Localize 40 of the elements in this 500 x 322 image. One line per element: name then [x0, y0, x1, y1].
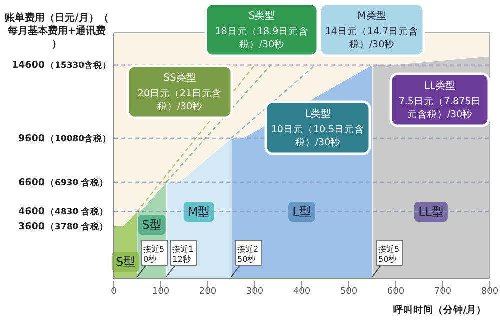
x-tick-label: 300	[246, 287, 264, 297]
text: （4830 含税）	[46, 206, 109, 218]
text: S类型	[248, 10, 276, 22]
annotation: 7.5日元（7.875日元含税）/30秒	[398, 96, 482, 120]
y-axis-title: 账单费用（日元/月）（每月基本费用+通讯费）	[4, 12, 109, 50]
text: （10080含税）	[46, 133, 112, 144]
annotation: 接近50秒	[144, 245, 165, 264]
x-tick-label: 200	[199, 287, 217, 297]
series-label: M型	[188, 205, 210, 219]
annotation: LL类型	[424, 80, 456, 92]
x-tick-label: 800	[481, 287, 499, 297]
x-tick-label: 500	[340, 287, 358, 297]
y-tick-label: 3600	[18, 221, 46, 232]
annotation: SS类型	[164, 72, 196, 84]
text: （15330含税）	[46, 60, 112, 72]
series-label: S型	[142, 218, 162, 232]
text: （3780 含税）	[46, 221, 109, 232]
annotation: 20日元（21日元含税）/30秒	[138, 88, 222, 112]
x-tick-label: 400	[293, 287, 311, 297]
x-tick-label: 0	[111, 287, 118, 297]
y-tick-label: 14600	[12, 60, 46, 72]
annotation: 接近112秒	[172, 245, 194, 264]
text: （6930 含税）	[46, 177, 109, 188]
x-tick-label: 700	[434, 287, 452, 297]
series-label: L型	[292, 205, 312, 219]
y-tick-label: 4600	[18, 206, 46, 218]
text: M类型	[358, 10, 386, 22]
series-label: LL型	[418, 205, 444, 219]
annotation: L类型	[305, 108, 331, 120]
x-tick-label: 600	[387, 287, 405, 297]
annotation: 10日元（10.5日元含税）/30秒	[271, 124, 365, 148]
annotation: 接近250秒	[238, 245, 259, 264]
series-label: S型	[116, 255, 136, 269]
y-tick-label: 9600	[18, 133, 46, 144]
y-tick-label: 6600	[18, 177, 46, 188]
x-tick-label: 100	[152, 287, 170, 297]
annotation: 18日元（18.9日元含税）/30秒	[215, 26, 309, 50]
annotation: 14日元（14.7日元含税）/30秒	[325, 26, 419, 50]
x-axis-title: 呼叫时间（分钟/月）	[393, 304, 487, 316]
annotation: 接近550秒	[378, 245, 400, 264]
